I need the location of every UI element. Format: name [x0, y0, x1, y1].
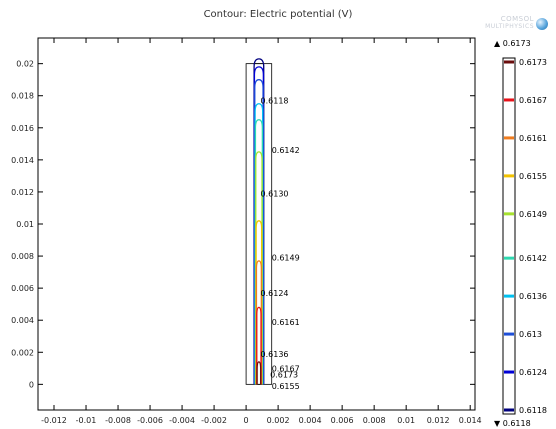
legend-min-label: ▼ 0.6118 [494, 419, 531, 428]
legend-level-label: 0.6173 [519, 58, 547, 67]
x-tick-label: 0.012 [427, 416, 450, 425]
y-tick-label: 0.01 [16, 220, 34, 229]
outer-domain-rect [245, 63, 273, 385]
y-tick-label: 0.014 [11, 156, 34, 165]
legend-level-label: 0.6136 [519, 292, 547, 301]
contour-line [254, 103, 264, 385]
contour-value-label: 0.6173 [270, 371, 298, 380]
x-tick-label: -0.012 [41, 416, 67, 425]
x-tick-label: 0.014 [459, 416, 482, 425]
contour-line [254, 79, 264, 385]
x-tick-label: -0.006 [137, 416, 163, 425]
x-tick-label: -0.008 [105, 416, 131, 425]
x-tick-label: 0.006 [331, 416, 354, 425]
legend-box [502, 57, 516, 415]
legend-level-label: 0.6124 [519, 368, 547, 377]
legend-level-label: 0.6149 [519, 210, 547, 219]
x-tick-label: 0.002 [267, 416, 290, 425]
legend-level-label: 0.6142 [519, 254, 547, 263]
legend-level-label: 0.613 [519, 330, 542, 339]
legend-max-label: ▲ 0.6173 [494, 39, 531, 48]
y-tick-label: 0.018 [11, 92, 34, 101]
legend-level-label: 0.6155 [519, 172, 547, 181]
comsol-logo: COMSOL MULTIPHYSICS [478, 15, 548, 39]
contour-labels: 0.6118 0.6142 0.6130 0.6149 0.6124 0.6161 0.61… [261, 97, 300, 391]
contour-line [253, 66, 265, 385]
contour-value-label: 0.6124 [261, 289, 289, 298]
contour-line [254, 119, 264, 385]
x-tick-label: -0.004 [169, 416, 195, 425]
y-tick-label: 0 [29, 380, 34, 389]
contour-line [256, 306, 262, 385]
y-tick-label: 0.008 [11, 252, 34, 261]
contour-value-label: 0.6161 [272, 318, 300, 327]
contour-value-label: 0.6142 [272, 146, 300, 155]
contour-value-label: 0.6130 [261, 190, 289, 199]
y-tick-label: 0.004 [11, 316, 34, 325]
x-tick-label: 0 [244, 416, 249, 425]
contour-value-label: 0.6167 [272, 364, 300, 373]
x-tick-label: -0.002 [201, 416, 227, 425]
y-tick-label: 0.002 [11, 348, 34, 357]
legend-level-label: 0.6118 [519, 406, 547, 415]
y-tick-label: 0.02 [16, 60, 34, 69]
geometry-outline [245, 63, 273, 385]
contour-line [255, 260, 262, 385]
legend-level-label: 0.6161 [519, 134, 547, 143]
y-tick-label: 0.012 [11, 188, 34, 197]
contour-value-label: 0.6118 [261, 97, 289, 106]
x-tick-label: 0.004 [299, 416, 322, 425]
contour-line [256, 361, 262, 385]
y-tick-label: 0.006 [11, 284, 34, 293]
legend-level-label: 0.6167 [519, 96, 547, 105]
x-tick-label: 0.008 [363, 416, 386, 425]
color-legend: ▲ 0.6173 ▼ 0.6118 0.6118 0.6124 0.613 0.6136 0… [494, 39, 547, 428]
logo-sphere-icon [536, 18, 548, 30]
contour-line [255, 220, 263, 385]
x-tick-label: -0.01 [76, 416, 97, 425]
y-tick-label: 0.016 [11, 124, 34, 133]
logo-text-line2: MULTIPHYSICS [485, 23, 534, 30]
contour-line [255, 151, 263, 385]
contour-value-label: 0.6136 [261, 350, 289, 359]
contour-line [253, 58, 265, 385]
chart-title: Contour: Electric potential (V) [203, 9, 353, 20]
axes: -0.012 -0.01 -0.008 -0.006 -0.004 -0.002 0 0.00… [11, 37, 482, 425]
contour-lines [253, 58, 265, 385]
contour-value-label: 0.6155 [272, 382, 300, 391]
logo-text-line1: COMSOL [500, 15, 534, 23]
x-tick-label: 0.01 [397, 416, 415, 425]
contour-value-label: 0.6149 [272, 254, 300, 263]
